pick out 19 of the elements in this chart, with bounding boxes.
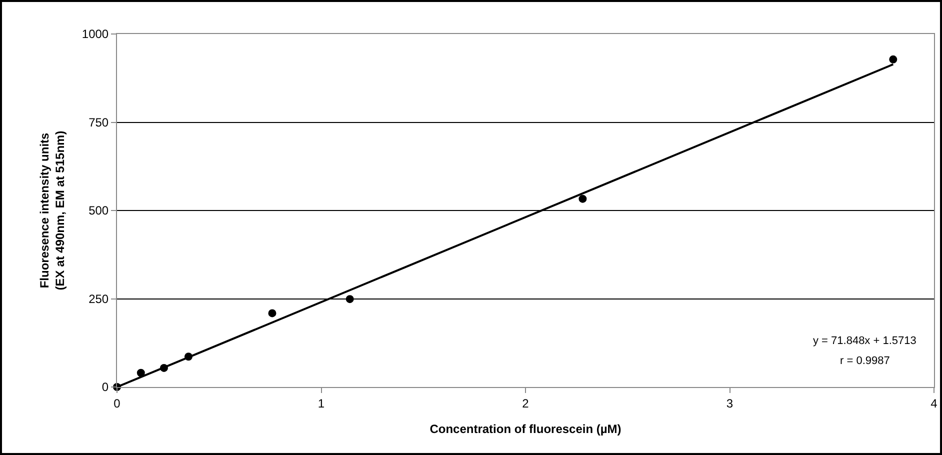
y-axis-title: Fluoresence intensity units (EX at 490nm, EM at 515nm) <box>38 130 68 290</box>
point <box>578 194 587 203</box>
y-tick-label: 750 <box>88 115 109 130</box>
point <box>346 295 354 304</box>
y-tick-label: 0 <box>102 380 109 394</box>
annotation: r = 0.9987 <box>840 355 890 367</box>
x-axis-title: Concentration of fluorescein (µM) <box>430 422 622 436</box>
y-tick-label: 250 <box>88 292 109 306</box>
x-tick-label: 0 <box>114 396 121 410</box>
x-tick-label: 2 <box>522 396 530 410</box>
x-tick-label: 1 <box>318 396 325 410</box>
annotation: y = 71.848x + 1.5713 <box>813 335 916 347</box>
y-tick-label: 1000 <box>82 27 109 42</box>
x-tick-label: 4 <box>930 396 938 410</box>
point <box>889 55 898 64</box>
y-tick-label: 500 <box>88 204 109 218</box>
point <box>268 309 276 318</box>
x-tick-label: 3 <box>726 396 734 410</box>
point <box>136 368 145 377</box>
